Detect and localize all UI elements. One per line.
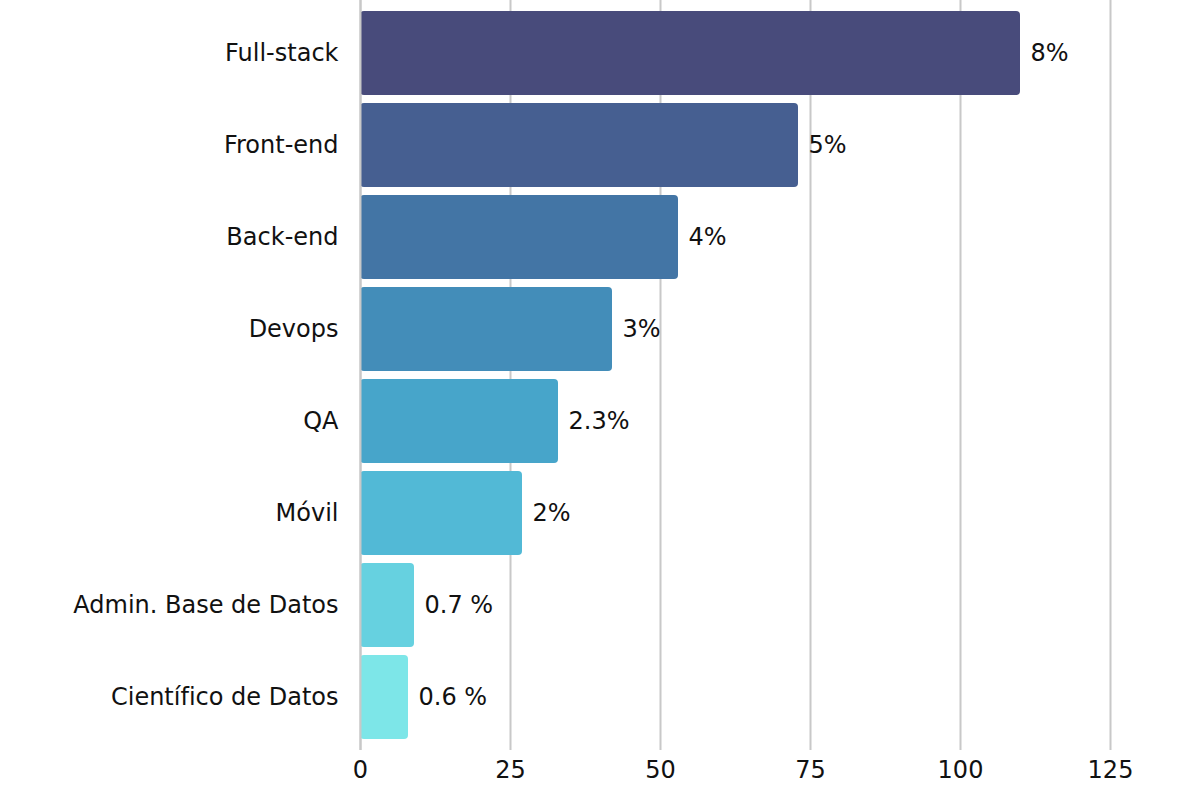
svg-text:Front-end: Front-end — [224, 131, 339, 159]
svg-text:3%: 3% — [623, 315, 661, 343]
svg-text:125: 125 — [1088, 756, 1134, 784]
svg-text:Devops: Devops — [249, 315, 339, 343]
svg-text:0.6 %: 0.6 % — [419, 683, 488, 711]
svg-text:Científico de Datos: Científico de Datos — [111, 683, 339, 711]
svg-text:50: 50 — [645, 756, 676, 784]
svg-text:4%: 4% — [689, 223, 727, 251]
svg-text:Full-stack: Full-stack — [225, 39, 339, 67]
svg-text:100: 100 — [938, 756, 984, 784]
svg-text:8%: 8% — [1031, 39, 1069, 67]
svg-text:Móvil: Móvil — [276, 499, 339, 527]
svg-text:0.7 %: 0.7 % — [425, 591, 494, 619]
svg-text:5%: 5% — [809, 131, 847, 159]
svg-text:2.3%: 2.3% — [569, 407, 630, 435]
svg-text:0: 0 — [353, 756, 368, 784]
svg-text:QA: QA — [303, 407, 339, 435]
svg-text:2%: 2% — [533, 499, 571, 527]
svg-text:75: 75 — [795, 756, 826, 784]
svg-text:Back-end: Back-end — [226, 223, 338, 251]
svg-text:25: 25 — [495, 756, 526, 784]
svg-text:Admin. Base de Datos: Admin. Base de Datos — [73, 591, 338, 619]
